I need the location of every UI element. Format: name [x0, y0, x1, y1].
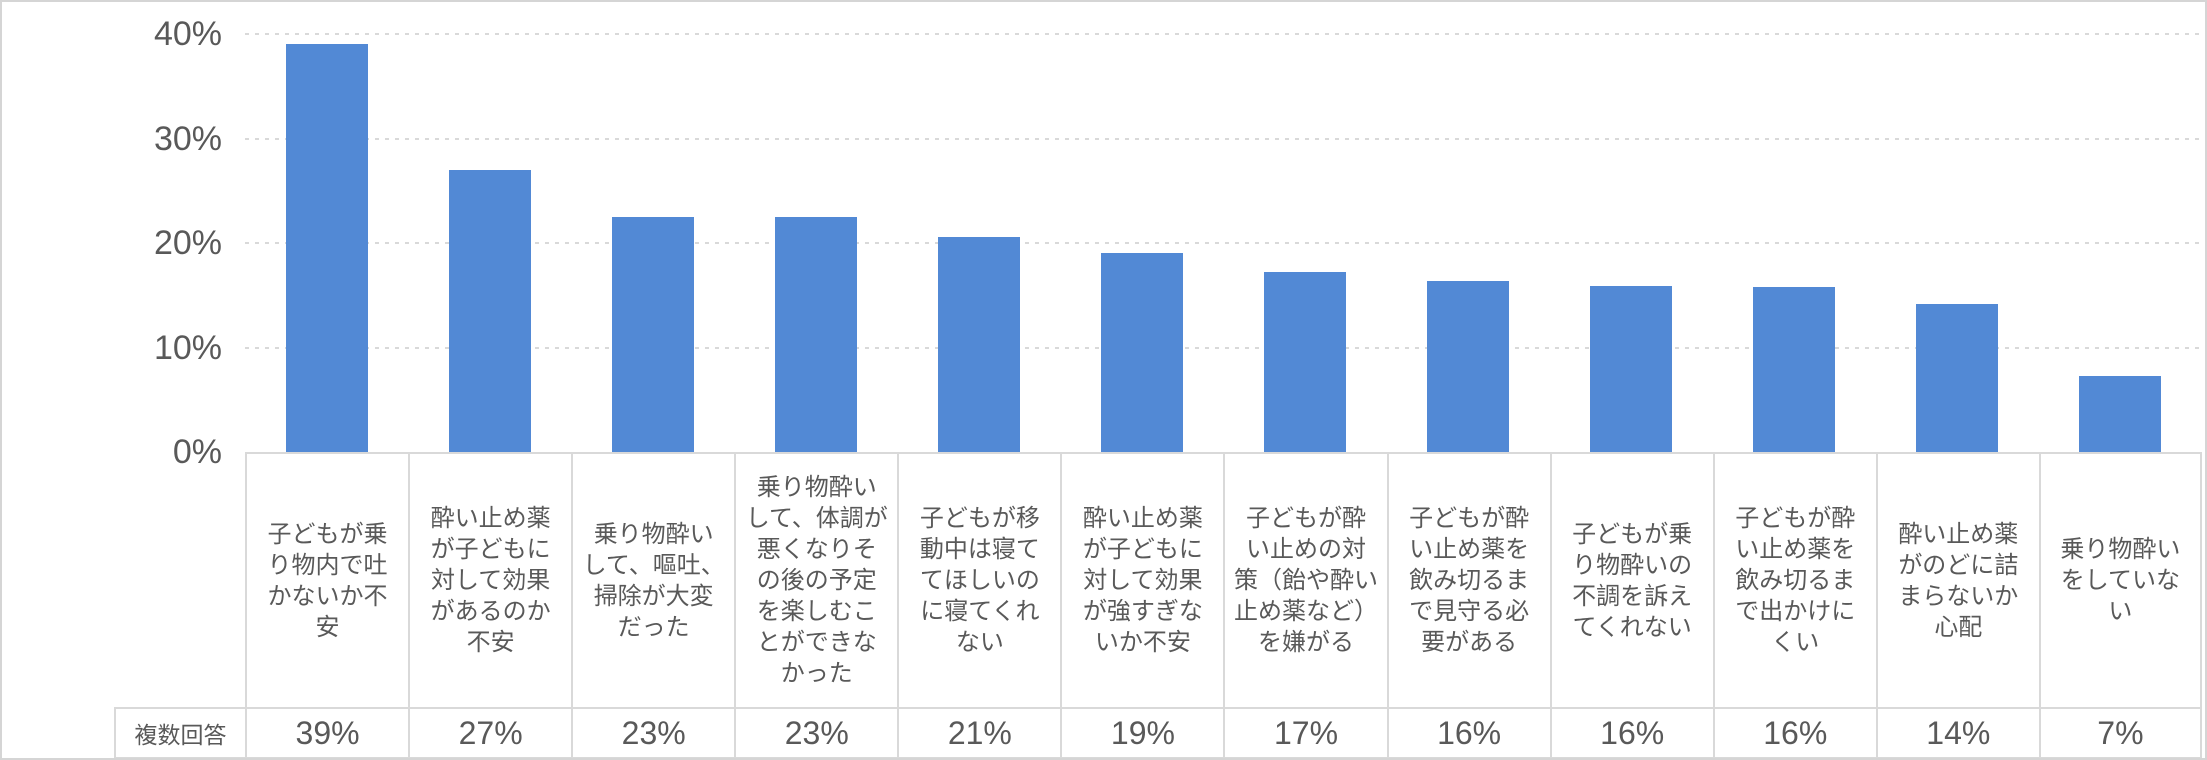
bar: [1753, 287, 1835, 452]
y-axis-tick-label: 20%: [153, 224, 222, 262]
category-label: 酔い止め薬 が子どもに 対して効果 があるのか 不安: [408, 452, 572, 707]
category-label: 子どもが酔 い止め薬を 飲み切るま で見守る必 要がある: [1386, 452, 1550, 707]
table-value-cell: 16%: [1712, 707, 1876, 758]
category-label: 乗り物酔い をしていな い: [2038, 452, 2202, 707]
y-axis-tick-label: 30%: [153, 119, 222, 158]
bar: [1590, 286, 1672, 452]
table-value-cell: 19%: [1060, 707, 1224, 758]
table-value-cell: 16%: [1549, 707, 1713, 758]
table-value-cell: 27%: [408, 707, 572, 758]
table-value-cell: 23%: [734, 707, 898, 758]
category-label: 酔い止め薬 がのどに詰 まらないか 心配: [1875, 452, 2039, 707]
bar: [1101, 253, 1183, 452]
y-axis-tick-label: 40%: [153, 15, 222, 53]
category-label: 乗り物酔い して、嘔吐、 掃除が大変 だった: [571, 452, 735, 707]
bar: [2079, 376, 2161, 452]
y-axis-tick-label: 0%: [172, 433, 222, 471]
bar: [1916, 304, 1998, 452]
table-value-cell: 7%: [2038, 707, 2202, 758]
bar: [612, 217, 694, 452]
table-value-cell: 23%: [571, 707, 735, 758]
category-label: 子どもが乗 り物内で吐 かないか不 安: [245, 452, 409, 707]
category-label: 子どもが酔 い止めの対 策（飴や酔い 止め薬など） を嫌がる: [1223, 452, 1387, 707]
bar: [286, 44, 368, 452]
bar: [1427, 281, 1509, 452]
category-label: 子どもが酔 い止め薬を 飲み切るま で出かけに くい: [1712, 452, 1876, 707]
gridline: [245, 137, 2202, 140]
table-value-cell: 16%: [1386, 707, 1550, 758]
gridline: [245, 242, 2202, 244]
data-table: 複数回答 39% 27% 23% 23% 21% 19% 17% 16% 16% 16% 14% 7%: [114, 707, 2202, 758]
category-label: 子どもが乗 り物酔いの 不調を訴え てくれない: [1549, 452, 1713, 707]
table-value-cell: 17%: [1223, 707, 1387, 758]
category-label: 酔い止め薬 が子どもに 対して効果 が強すぎな いか不安: [1060, 452, 1224, 707]
bar: [449, 170, 531, 452]
table-value-cell: 14%: [1875, 707, 2039, 758]
bar: [1264, 272, 1346, 452]
table-value-cell: 21%: [897, 707, 1061, 758]
category-axis: 子どもが乗 り物内で吐 かないか不 安酔い止め薬 が子どもに 対して効果 がある…: [245, 452, 2202, 707]
category-label: 乗り物酔い して、体調が 悪くなりそ の後の予定 を楽しむこ とができな かった: [734, 452, 898, 707]
gridline: [245, 346, 2202, 349]
bar: [938, 237, 1020, 452]
table-value-cell: 39%: [245, 707, 409, 758]
gridline: [245, 33, 2202, 35]
bar: [775, 217, 857, 452]
table-row-label: 複数回答: [114, 707, 245, 758]
y-axis-tick-label: 10%: [153, 328, 222, 367]
category-label: 子どもが移 動中は寝て てほしいの に寝てくれ ない: [897, 452, 1061, 707]
